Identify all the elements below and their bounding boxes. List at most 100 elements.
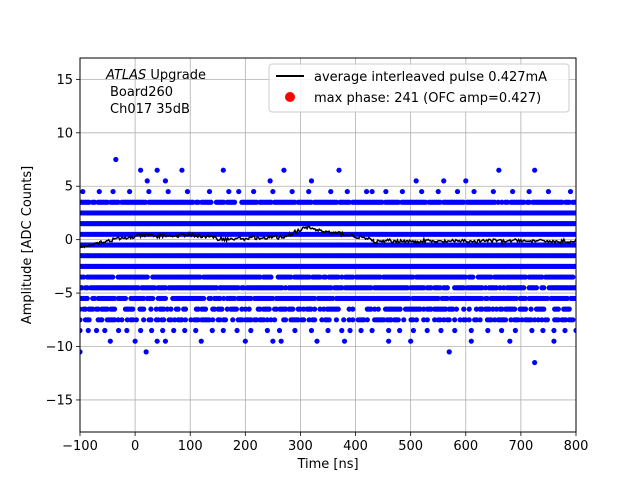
scatter-point (485, 327, 491, 334)
scatter-point (179, 317, 185, 323)
scatter-point (333, 199, 340, 205)
scatter-point (276, 327, 283, 334)
scatter-point (482, 285, 489, 291)
scatter-point (493, 306, 500, 312)
scatter-point (408, 338, 414, 344)
scatter-point (270, 295, 276, 302)
annotation-line2: Board260 (110, 85, 173, 100)
scatter-point (251, 188, 257, 195)
scatter-point (544, 317, 550, 323)
scatter-point (221, 199, 227, 205)
scatter-point (220, 327, 226, 334)
scatter-point (572, 210, 576, 216)
x-tick-label: 300 (288, 439, 313, 454)
scatter-point (248, 295, 254, 302)
scatter-point (312, 295, 318, 302)
scatter-point (519, 317, 525, 323)
scatter-point (110, 188, 116, 195)
y-tick-label: 5 (65, 180, 73, 195)
scatter-point (363, 188, 370, 195)
scatter-point (150, 295, 156, 302)
scatter-point (432, 317, 438, 323)
scatter-point (462, 274, 469, 280)
scatter-point (484, 295, 490, 302)
scatter-point (162, 178, 169, 184)
scatter-point (410, 327, 417, 334)
x-axis-label: Time [ns] (296, 457, 358, 472)
scatter-point (572, 231, 576, 237)
scatter-point (292, 199, 298, 205)
scatter-point (188, 317, 194, 323)
scatter-point (562, 317, 569, 323)
scatter-point (532, 317, 538, 323)
scatter-point (168, 306, 174, 312)
scatter-point (160, 327, 166, 334)
scatter-point (473, 306, 480, 312)
scatter-point (82, 306, 89, 312)
scatter-point (239, 317, 245, 323)
scatter-point (572, 295, 576, 302)
scatter-point (179, 167, 185, 173)
scatter-point (206, 188, 213, 195)
scatter-point (328, 188, 334, 195)
scatter-point (566, 199, 572, 205)
scatter-point (154, 338, 160, 344)
scatter-point (339, 285, 345, 291)
scatter-point (96, 188, 102, 195)
scatter-point (562, 327, 568, 334)
scatter-point (466, 317, 472, 323)
scatter-point (290, 306, 296, 312)
scatter-point (224, 306, 230, 312)
y-tick-label: −15 (46, 393, 73, 408)
scatter-point (115, 317, 121, 323)
scatter-point (306, 317, 312, 323)
scatter-point (488, 274, 494, 280)
scatter-point (248, 317, 254, 323)
scatter-point (132, 338, 138, 344)
scatter-point (421, 317, 427, 323)
scatter-point (555, 306, 561, 312)
scatter-point (130, 317, 136, 323)
scatter-point (119, 317, 125, 323)
scatter-point (435, 295, 441, 302)
scatter-point (301, 306, 307, 312)
scatter-point (171, 327, 177, 334)
scatter-point (522, 274, 529, 280)
scatter-point (301, 317, 307, 323)
scatter-point (127, 188, 133, 195)
scatter-point (335, 306, 341, 312)
scatter-point (344, 188, 350, 195)
scatter-point (80, 327, 83, 334)
legend-box (268, 63, 570, 113)
scatter-point (288, 274, 294, 280)
scatter-point (281, 167, 287, 173)
scatter-point (234, 327, 240, 334)
annotation-line3: Ch017 35dB (110, 102, 190, 117)
scatter-point (417, 306, 423, 312)
scatter-point (375, 306, 381, 312)
x-tick-label: 800 (564, 439, 589, 454)
scatter-point (104, 306, 110, 312)
scatter-point (86, 199, 92, 205)
scatter-point (437, 285, 443, 291)
scatter-point (295, 317, 301, 323)
scatter-point (271, 317, 278, 323)
scatter-point (146, 188, 152, 195)
scatter-point (231, 295, 238, 302)
scatter-point (257, 274, 263, 280)
scatter-point (495, 199, 501, 205)
scatter-point (388, 317, 394, 323)
scatter-point (308, 327, 315, 334)
scatter-point (210, 317, 216, 323)
scatter-point (532, 359, 538, 366)
scatter-point (404, 285, 410, 291)
scatter-point (122, 295, 129, 302)
scatter-point (522, 295, 529, 302)
scatter-point (521, 285, 527, 291)
scatter-point (248, 327, 254, 334)
scatter-point (111, 306, 118, 312)
scatter-point (468, 327, 474, 334)
scatter-point (182, 317, 189, 323)
scatter-point (361, 317, 367, 323)
scatter-point (220, 167, 226, 173)
